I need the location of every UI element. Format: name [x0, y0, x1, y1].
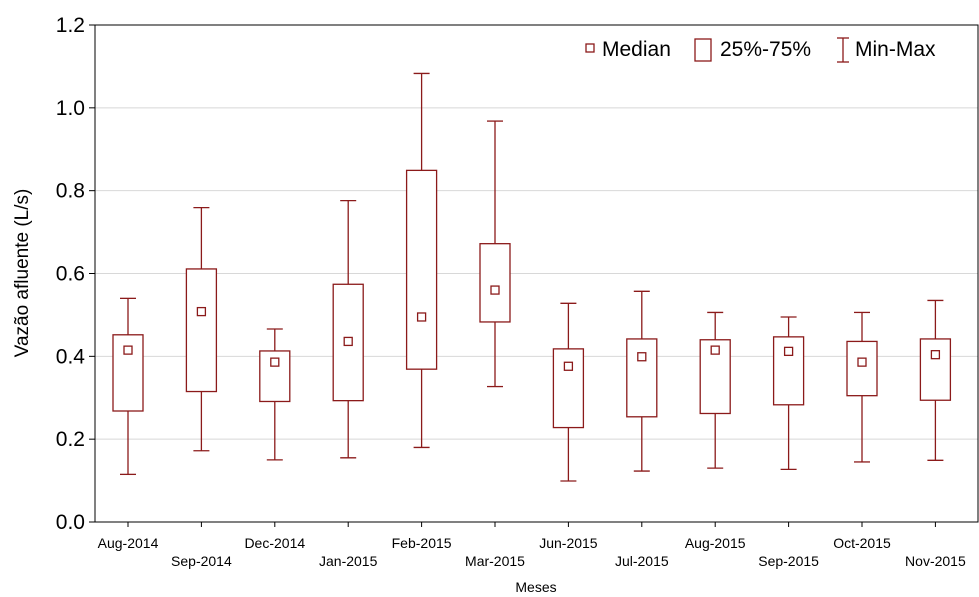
- x-axis-title: Meses: [515, 579, 556, 595]
- iqr-box: [919, 338, 952, 401]
- x-category-label: Dec-2014: [244, 535, 305, 551]
- x-category-label: Jun-2015: [539, 535, 598, 551]
- legend-minmax-marker: [837, 37, 849, 63]
- box-series: [112, 72, 952, 482]
- x-category-label: Jan-2015: [319, 553, 378, 569]
- median-marker: [930, 350, 941, 360]
- y-tick-label: 0.6: [56, 263, 85, 286]
- y-tick-label: 1.2: [56, 14, 85, 37]
- legend: Median 25%-75% Min-Max: [585, 37, 936, 63]
- iqr-box: [846, 340, 878, 397]
- median-marker: [710, 345, 720, 355]
- x-category-label: Jul-2015: [615, 553, 669, 569]
- x-category-label: Sep-2015: [758, 553, 819, 569]
- iqr-box: [405, 169, 438, 370]
- median-marker: [563, 361, 574, 371]
- median-marker: [783, 346, 794, 357]
- iqr-box: [185, 268, 218, 393]
- box-sep-2014: [185, 206, 218, 452]
- iqr-box: [626, 338, 658, 418]
- median-marker: [637, 352, 647, 362]
- iqr-box: [552, 348, 585, 429]
- iqr-box: [699, 339, 731, 415]
- legend-median-marker: [585, 43, 595, 53]
- box-jul-2015: [626, 290, 658, 472]
- x-category-label: Aug-2015: [685, 535, 746, 551]
- median-marker: [857, 357, 867, 367]
- plot-frame: [94, 24, 979, 523]
- x-category-label: Nov-2015: [905, 553, 966, 569]
- x-category-label: Mar-2015: [465, 553, 525, 569]
- y-tick-label: 0.8: [56, 180, 85, 203]
- box-feb-2015: [405, 72, 438, 449]
- median-marker: [490, 285, 500, 295]
- y-tick-label: 0.0: [56, 511, 85, 534]
- grid-lines: [95, 107, 978, 440]
- box-jun-2015: [552, 302, 585, 482]
- iqr-box: [479, 243, 511, 323]
- y-tick-label: 0.4: [56, 345, 86, 368]
- y-tick-label: 1.0: [56, 97, 85, 120]
- x-axis-categories: Aug-2014 Sep-2014 Dec-2014 Jan-2015 Feb-2015…: [98, 522, 966, 569]
- box-dec-2014: [259, 328, 291, 461]
- box-aug-2014: [112, 297, 144, 476]
- legend-minmax-label: Min-Max: [855, 38, 936, 61]
- x-category-label: Aug-2014: [98, 535, 159, 551]
- box-jan-2015: [332, 199, 364, 459]
- iqr-box: [112, 334, 144, 412]
- box-oct-2015: [846, 311, 878, 463]
- box-nov-2015: [919, 299, 952, 461]
- median-marker: [343, 336, 353, 347]
- median-marker: [123, 345, 133, 355]
- legend-median-label: Median: [602, 38, 671, 61]
- x-category-label: Oct-2015: [833, 535, 891, 551]
- x-category-label: Feb-2015: [392, 535, 452, 551]
- median-marker: [196, 306, 207, 317]
- box-sep-2015: [772, 316, 805, 471]
- x-category-label: Sep-2014: [171, 553, 232, 569]
- y-tick-label: 0.2: [56, 428, 85, 451]
- median-marker: [416, 312, 427, 322]
- y-axis-title: Vazão afluente (L/s): [12, 189, 33, 358]
- iqr-box: [772, 336, 805, 406]
- legend-iqr-marker: [694, 38, 712, 62]
- median-marker: [270, 357, 280, 367]
- box-aug-2015: [699, 311, 731, 469]
- box-mar-2015: [479, 120, 511, 388]
- y-axis-ticks: 0.0 0.2 0.4 0.6 0.8 1.0 1.2: [56, 14, 95, 534]
- legend-iqr-label: 25%-75%: [720, 38, 811, 61]
